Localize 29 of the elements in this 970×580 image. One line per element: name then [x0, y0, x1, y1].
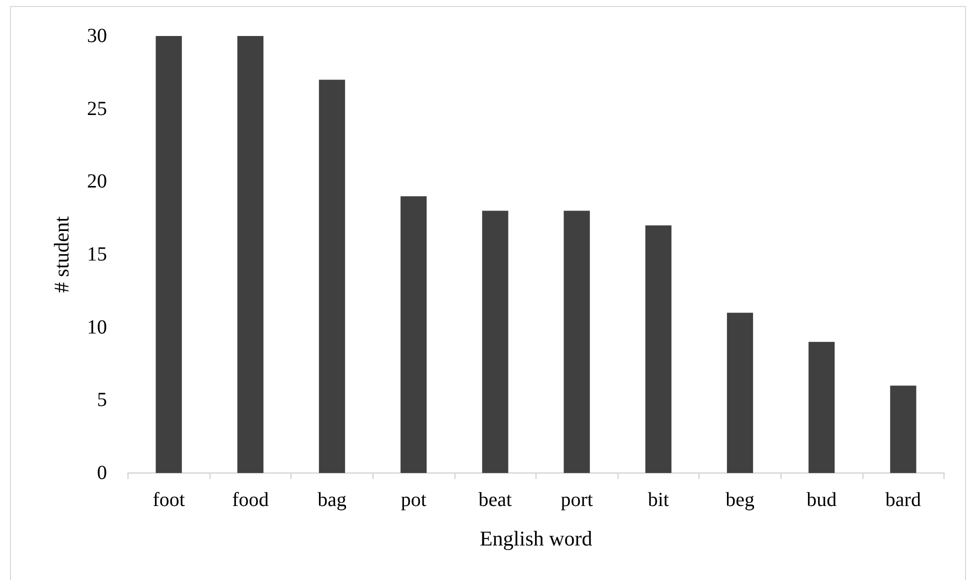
x-tick-label: foot: [152, 489, 186, 511]
x-tick-label: pot: [400, 489, 427, 511]
x-tick-label: port: [560, 489, 594, 511]
y-tick-label: 10: [87, 316, 107, 338]
bar: [400, 196, 427, 473]
bar: [726, 312, 754, 473]
bar: [564, 210, 590, 473]
x-tick-label: beg: [726, 489, 754, 511]
y-tick-label: 25: [87, 98, 107, 120]
bar: [237, 36, 264, 473]
x-tick-label: food: [232, 489, 269, 511]
y-tick-label: 5: [97, 389, 107, 412]
y-axis-title: # student: [50, 216, 74, 293]
x-tick-label: bard: [885, 489, 921, 511]
x-tick-label: bit: [648, 489, 670, 511]
y-tick-label: 0: [97, 462, 107, 484]
x-tick-label: beat: [478, 489, 512, 511]
bar: [890, 386, 916, 473]
bar: [318, 80, 346, 473]
bar: [808, 342, 835, 473]
x-tick-label: bag: [318, 489, 346, 511]
bar: [156, 36, 182, 473]
x-tick-label: bud: [806, 489, 837, 511]
y-tick-label: 20: [87, 170, 107, 193]
bar: [482, 210, 508, 473]
y-tick-label: 30: [87, 25, 107, 47]
x-axis-title: English word: [480, 526, 593, 550]
bar: [645, 225, 672, 473]
y-tick-label: 15: [87, 244, 107, 266]
